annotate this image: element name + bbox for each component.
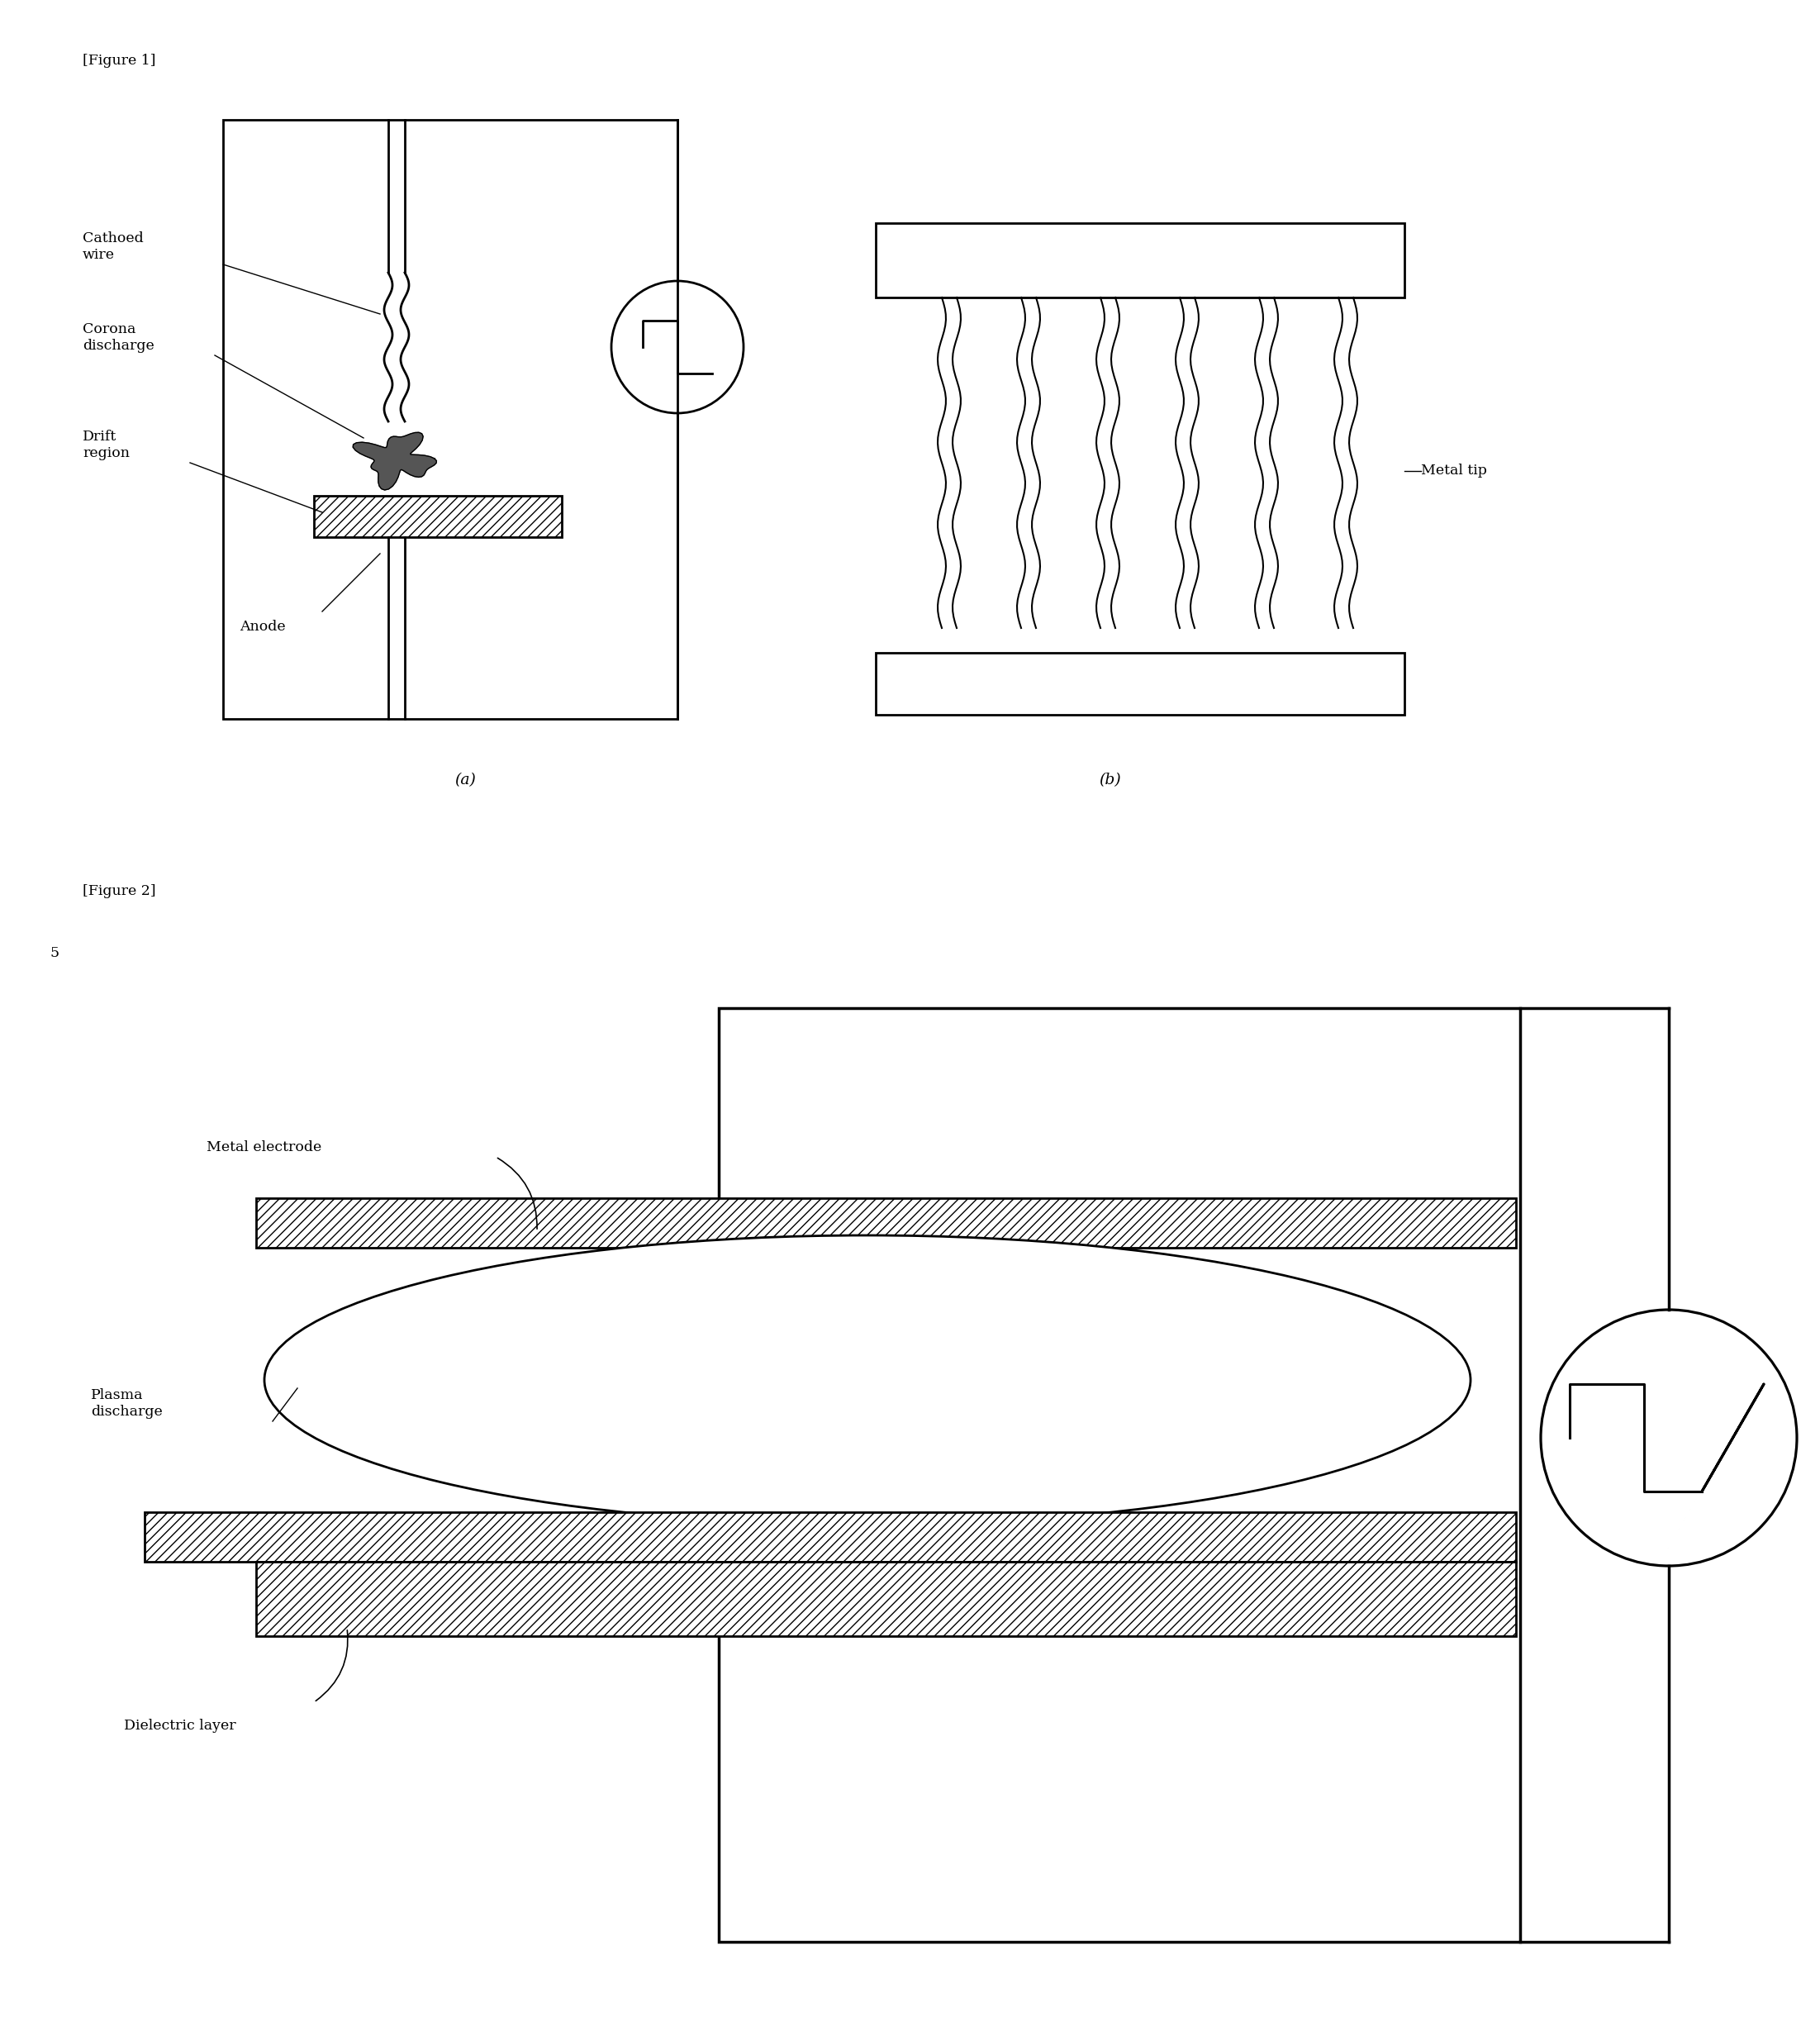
Bar — [719, 1009, 1520, 1941]
Text: [Figure 2]: [Figure 2] — [82, 884, 157, 898]
Text: 5: 5 — [49, 946, 58, 960]
Bar — [875, 222, 1405, 297]
Text: Anode: Anode — [240, 619, 286, 633]
Text: Corona
discharge: Corona discharge — [82, 321, 155, 352]
Text: Cathoed
wire: Cathoed wire — [82, 231, 144, 261]
Bar — [224, 119, 677, 720]
Bar — [313, 495, 562, 538]
Text: (b): (b) — [1099, 772, 1121, 787]
Text: Drift
region: Drift region — [82, 431, 129, 459]
Text: Dielectric layer: Dielectric layer — [124, 1719, 237, 1733]
Text: (a): (a) — [455, 772, 475, 787]
Bar — [144, 1512, 1516, 1561]
Bar — [257, 1199, 1516, 1248]
Bar — [257, 1561, 1516, 1636]
Text: Metal tip: Metal tip — [1421, 463, 1487, 477]
Text: [Figure 1]: [Figure 1] — [82, 55, 157, 69]
Bar — [875, 653, 1405, 714]
Text: Plasma
discharge: Plasma discharge — [91, 1389, 162, 1419]
Ellipse shape — [264, 1235, 1471, 1525]
Polygon shape — [353, 433, 437, 489]
Text: Metal electrode: Metal electrode — [206, 1140, 322, 1155]
